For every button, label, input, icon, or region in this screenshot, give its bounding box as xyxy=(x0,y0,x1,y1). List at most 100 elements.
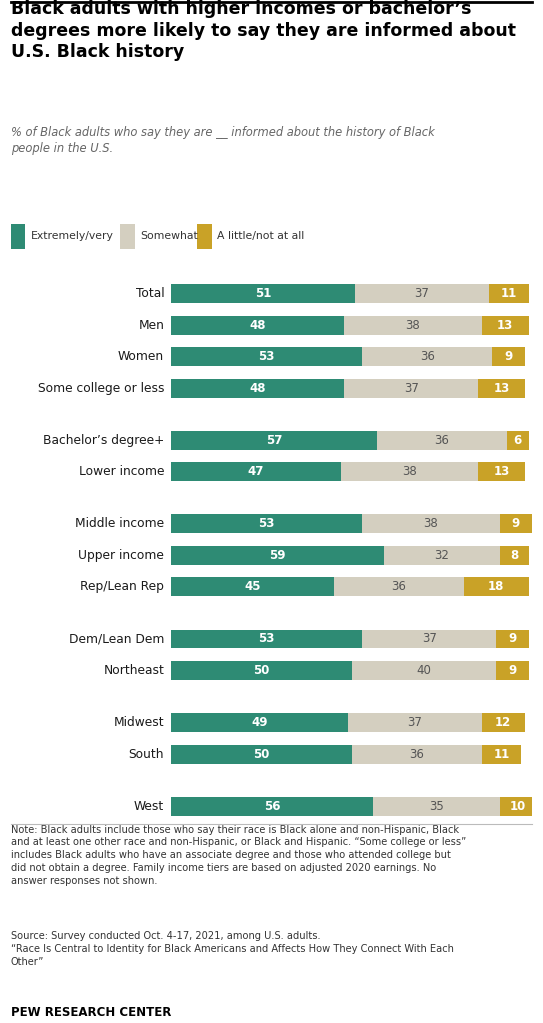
Text: 38: 38 xyxy=(402,465,416,479)
Bar xyxy=(493,347,525,366)
Text: 47: 47 xyxy=(248,465,264,479)
Text: 49: 49 xyxy=(251,716,268,729)
Text: 37: 37 xyxy=(422,632,437,646)
Text: 12: 12 xyxy=(495,716,512,729)
Bar xyxy=(362,515,500,533)
Text: 37: 37 xyxy=(404,382,419,395)
Text: Some college or less: Some college or less xyxy=(37,382,164,395)
Text: Women: Women xyxy=(118,350,164,363)
Text: Bachelor’s degree+: Bachelor’s degree+ xyxy=(43,434,164,447)
Bar xyxy=(171,284,355,303)
Bar xyxy=(197,224,212,249)
Text: 13: 13 xyxy=(494,465,509,479)
Bar xyxy=(482,713,525,732)
Bar xyxy=(171,661,352,680)
Bar xyxy=(496,629,528,649)
Bar xyxy=(171,797,373,815)
Bar xyxy=(489,284,528,303)
Text: 37: 37 xyxy=(414,287,430,300)
Bar xyxy=(171,577,333,596)
Text: 36: 36 xyxy=(434,434,449,447)
Text: Note: Black adults include those who say their race is Black alone and non-Hispa: Note: Black adults include those who say… xyxy=(11,825,466,886)
Bar xyxy=(464,577,528,596)
Text: A little/not at all: A little/not at all xyxy=(217,231,304,241)
Text: Extremely/very: Extremely/very xyxy=(30,231,113,241)
Text: Middle income: Middle income xyxy=(75,518,164,530)
Bar xyxy=(478,462,525,481)
Text: Dem/Lean Dem: Dem/Lean Dem xyxy=(69,632,164,646)
Bar xyxy=(362,347,493,366)
Bar xyxy=(171,347,362,366)
Bar xyxy=(496,661,528,680)
Text: 36: 36 xyxy=(420,350,435,363)
Bar xyxy=(362,629,496,649)
Bar xyxy=(341,462,478,481)
Text: 9: 9 xyxy=(508,664,516,677)
Text: Lower income: Lower income xyxy=(79,465,164,479)
Text: 8: 8 xyxy=(510,549,518,562)
Text: 59: 59 xyxy=(269,549,286,562)
Text: 38: 38 xyxy=(424,518,438,530)
Text: 53: 53 xyxy=(258,632,275,646)
Text: 48: 48 xyxy=(249,318,266,331)
Text: 9: 9 xyxy=(512,518,520,530)
Bar xyxy=(171,745,352,763)
Bar xyxy=(384,546,500,565)
Bar xyxy=(333,577,464,596)
Text: 48: 48 xyxy=(249,382,266,395)
Text: 9: 9 xyxy=(508,632,516,646)
Text: Upper income: Upper income xyxy=(78,549,164,562)
Text: 10: 10 xyxy=(509,800,526,812)
Text: Black adults with higher incomes or bachelor’s
degrees more likely to say they a: Black adults with higher incomes or bach… xyxy=(11,0,516,61)
Text: Midwest: Midwest xyxy=(113,716,164,729)
Text: 40: 40 xyxy=(416,664,431,677)
Bar xyxy=(355,284,489,303)
Text: 57: 57 xyxy=(266,434,282,447)
Bar xyxy=(171,546,384,565)
Bar xyxy=(171,431,377,450)
Text: % of Black adults who say they are __ informed about the history of Black
people: % of Black adults who say they are __ in… xyxy=(11,126,434,154)
Text: 11: 11 xyxy=(494,748,509,761)
Bar xyxy=(377,431,507,450)
Bar xyxy=(482,316,528,335)
Bar xyxy=(348,713,482,732)
Text: Source: Survey conducted Oct. 4-17, 2021, among U.S. adults.
“Race Is Central to: Source: Survey conducted Oct. 4-17, 2021… xyxy=(11,931,454,967)
Text: 37: 37 xyxy=(407,716,422,729)
Bar xyxy=(171,379,344,398)
Text: 53: 53 xyxy=(258,350,275,363)
Bar xyxy=(171,462,341,481)
Text: West: West xyxy=(134,800,164,812)
Text: 50: 50 xyxy=(253,748,269,761)
Text: 32: 32 xyxy=(434,549,449,562)
Text: 35: 35 xyxy=(429,800,444,812)
Bar xyxy=(500,515,532,533)
Text: 36: 36 xyxy=(391,580,406,593)
Text: Northeast: Northeast xyxy=(103,664,164,677)
Bar xyxy=(11,224,26,249)
Text: 13: 13 xyxy=(497,318,513,331)
Text: 51: 51 xyxy=(255,287,272,300)
Text: 53: 53 xyxy=(258,518,275,530)
Text: 45: 45 xyxy=(244,580,261,593)
Bar xyxy=(121,224,135,249)
Text: 13: 13 xyxy=(494,382,509,395)
Text: PEW RESEARCH CENTER: PEW RESEARCH CENTER xyxy=(11,1006,171,1019)
Text: Rep/Lean Rep: Rep/Lean Rep xyxy=(80,580,164,593)
Bar xyxy=(344,379,478,398)
Text: Total: Total xyxy=(136,287,164,300)
Text: 38: 38 xyxy=(406,318,420,331)
Bar xyxy=(352,745,482,763)
Text: 18: 18 xyxy=(488,580,504,593)
Bar xyxy=(171,515,362,533)
Bar xyxy=(507,431,528,450)
Text: Men: Men xyxy=(138,318,164,331)
Bar xyxy=(171,629,362,649)
Bar xyxy=(171,713,348,732)
Bar xyxy=(344,316,482,335)
Text: 36: 36 xyxy=(409,748,424,761)
Bar xyxy=(373,797,500,815)
Bar xyxy=(500,546,528,565)
Text: Somewhat: Somewhat xyxy=(140,231,198,241)
Text: 50: 50 xyxy=(253,664,269,677)
Text: 9: 9 xyxy=(504,350,513,363)
